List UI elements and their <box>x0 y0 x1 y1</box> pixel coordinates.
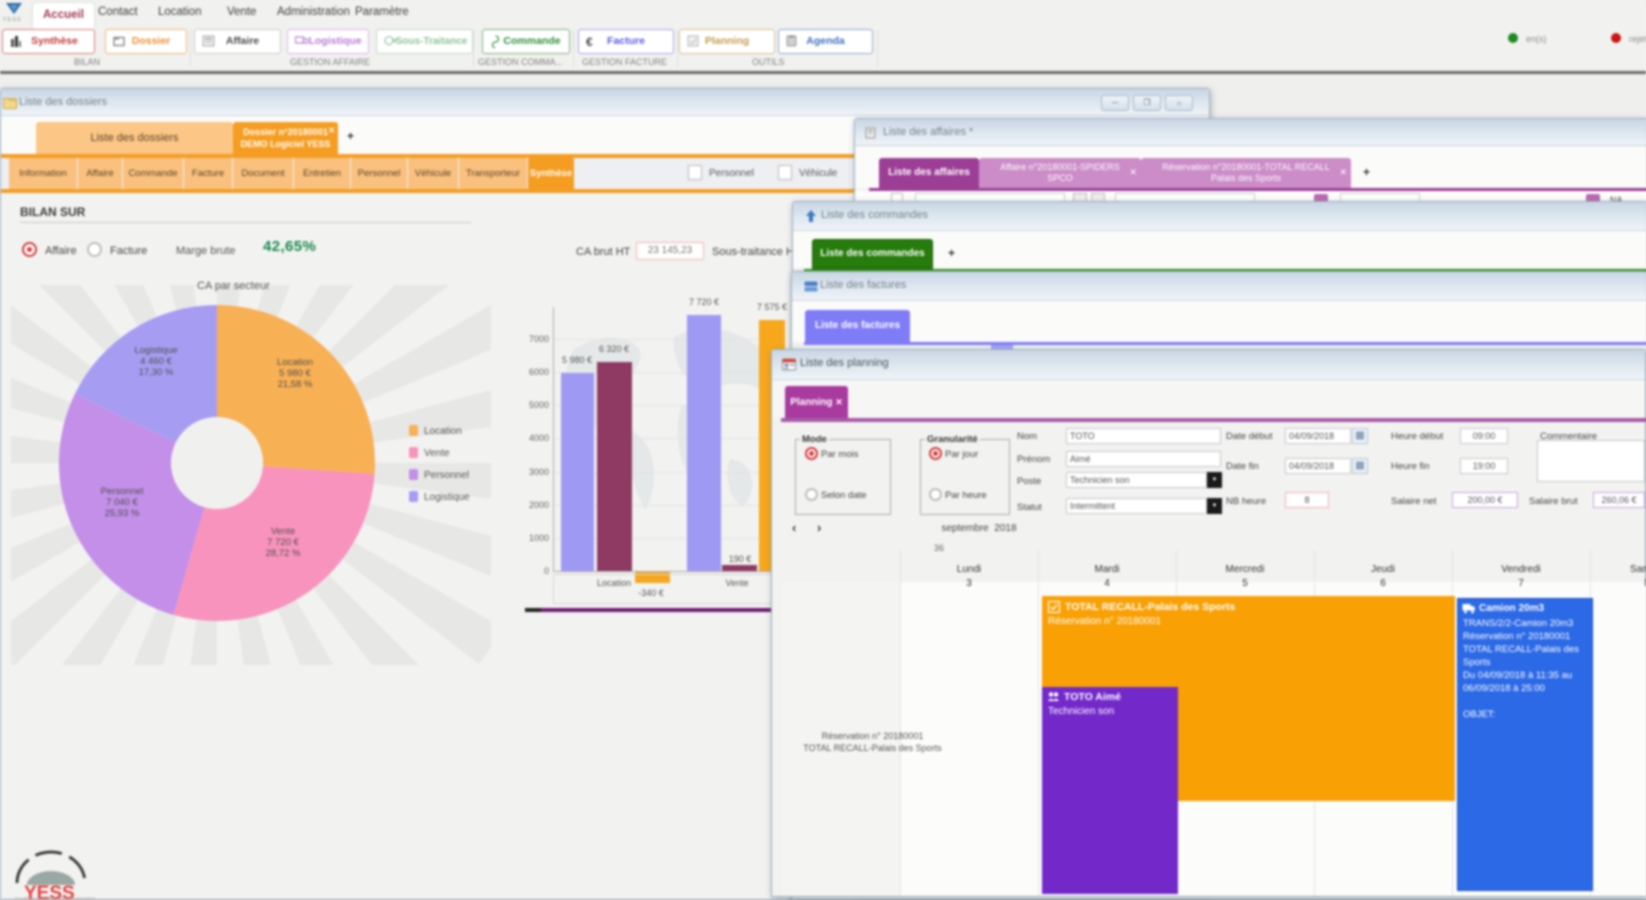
svg-text:28,72 %: 28,72 % <box>266 548 301 559</box>
svg-text:Logistique: Logistique <box>134 345 177 356</box>
svg-text:Vente: Vente <box>271 526 295 537</box>
svg-text:25,93 %: 25,93 % <box>105 508 140 519</box>
svg-text:Location: Location <box>277 357 313 368</box>
svg-text:YESS: YESS <box>24 883 75 900</box>
svg-text:Personnel: Personnel <box>101 486 144 497</box>
svg-text:21,58 %: 21,58 % <box>278 379 313 390</box>
svg-text:€: € <box>586 35 593 48</box>
svg-text:7 040 €: 7 040 € <box>106 497 138 508</box>
svg-text:5 980 €: 5 980 € <box>279 368 311 379</box>
svg-text:4 460 €: 4 460 € <box>140 356 172 367</box>
svg-text:7 720 €: 7 720 € <box>267 537 299 548</box>
svg-text:17,30 %: 17,30 % <box>139 367 174 378</box>
